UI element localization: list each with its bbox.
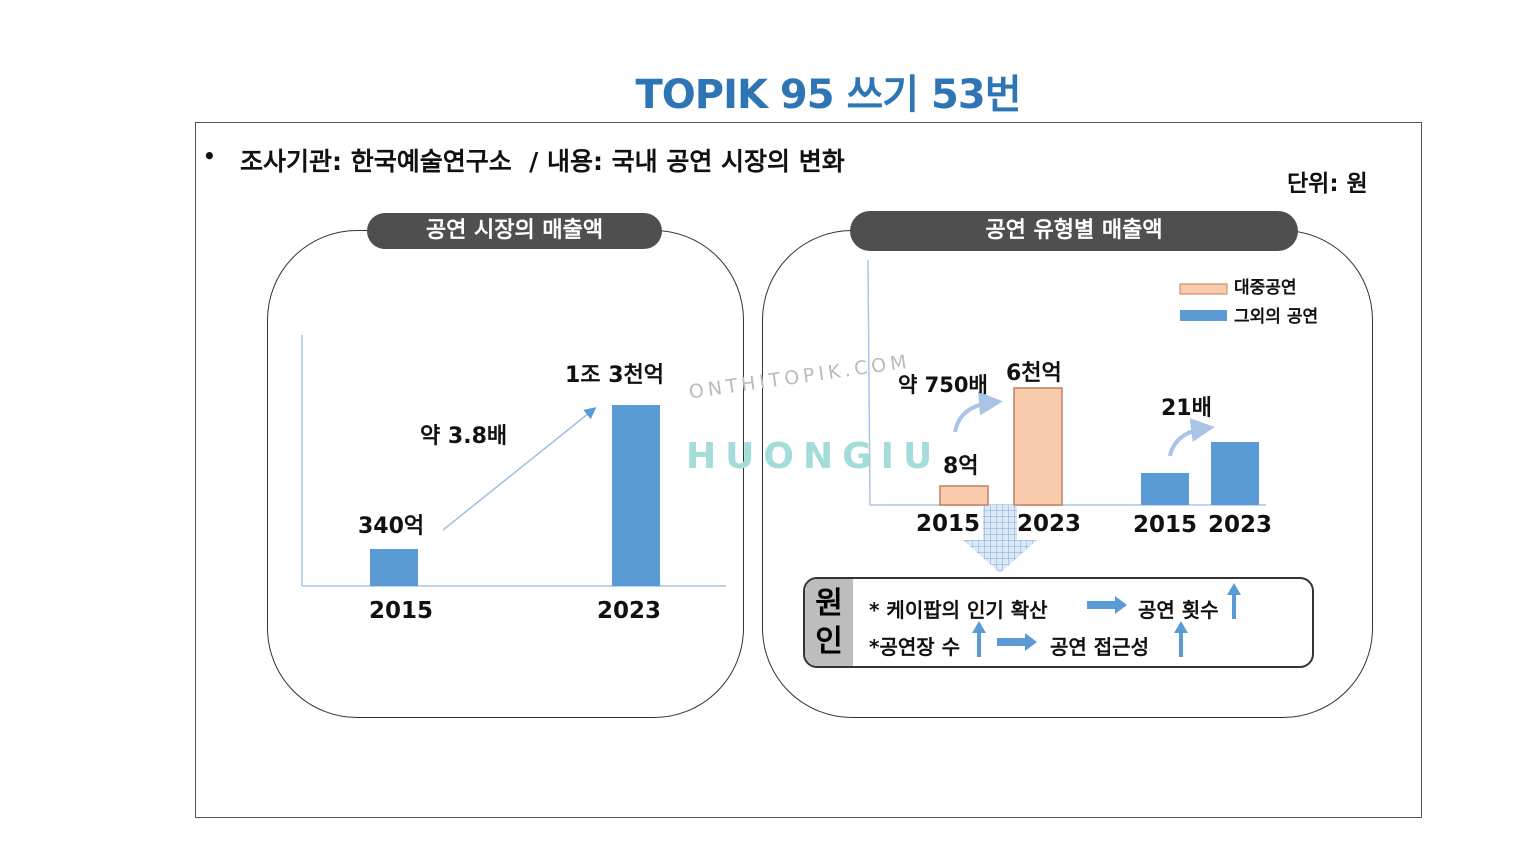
- popular-growth-arrow: [953, 391, 1003, 433]
- bar-market-2015: [370, 549, 418, 586]
- right-arrow-icon: [997, 633, 1037, 651]
- other-growth-arrow: [1168, 418, 1215, 457]
- up-arrow-icon: [972, 621, 986, 657]
- content-frame: [195, 122, 1422, 818]
- growth-arrow: [442, 407, 597, 531]
- type-sales-title: 공연 유형별 매출액: [850, 211, 1298, 251]
- cause-line1-result: 공연 횟수: [1138, 598, 1219, 622]
- legend-swatch-other: [1180, 310, 1227, 321]
- bar-market-2023: [612, 405, 660, 586]
- cause-line1-text: * 케이팝의 인기 확산: [869, 598, 1048, 622]
- data-label-2023: 1조 3천억: [565, 363, 664, 388]
- cause-line2-text: *공연장 수: [869, 635, 961, 659]
- cause-label-top: 원: [815, 586, 843, 621]
- down-arrow-icon: [963, 505, 1037, 573]
- right-arrow-icon: [1087, 596, 1127, 614]
- cause-label-bottom: 인: [815, 624, 843, 659]
- up-arrow-icon: [1174, 621, 1188, 657]
- bar-other-2015: [1141, 473, 1189, 505]
- other-x-tick-2015: 2015: [1132, 512, 1197, 538]
- other-x-tick-2023: 2023: [1207, 512, 1272, 538]
- page-title: TOPIK 95 쓰기 53번: [635, 72, 1022, 118]
- cause-label: 원 인: [805, 579, 853, 666]
- up-arrow-icon: [1227, 583, 1241, 619]
- data-label-2015: 340억: [358, 514, 425, 539]
- bar-other-2023: [1211, 442, 1259, 505]
- popular-x-tick-2015: 2015: [915, 511, 980, 537]
- bar-popular-2015: [939, 485, 989, 506]
- bar-popular-2023: [1013, 387, 1063, 506]
- x-tick-2023: 2023: [596, 598, 661, 624]
- bullet: •: [203, 144, 216, 168]
- other-growth-annotation: 21배: [1161, 396, 1212, 421]
- popular-growth-annotation: 약 750배: [898, 373, 988, 397]
- cause-line2-result: 공연 접근성: [1050, 635, 1149, 659]
- legend-swatch-popular: [1179, 283, 1228, 295]
- x-tick-2015: 2015: [368, 598, 433, 624]
- popular-x-tick-2023: 2023: [1016, 511, 1081, 537]
- cause-box: 원 인 * 케이팝의 인기 확산 공연 횟수 *공연장 수 공연 접근성: [803, 577, 1314, 668]
- popular-label-2023: 6천억: [1006, 361, 1062, 386]
- growth-annotation: 약 3.8배: [420, 424, 508, 449]
- market-sales-title: 공연 시장의 매출액: [367, 213, 662, 249]
- cause-arrows: [972, 583, 1241, 657]
- watermark-bottom: HUONGIU: [686, 436, 942, 477]
- legend-label-popular: 대중공연: [1234, 278, 1297, 298]
- unit-label: 단위: 원: [1287, 171, 1368, 197]
- popular-label-2015: 8억: [943, 454, 979, 479]
- survey-info: 조사기관: 한국예술연구소 / 내용: 국내 공연 시장의 변화: [240, 147, 845, 176]
- legend-label-other: 그외의 공연: [1234, 307, 1319, 327]
- right-y-axis: [867, 259, 871, 506]
